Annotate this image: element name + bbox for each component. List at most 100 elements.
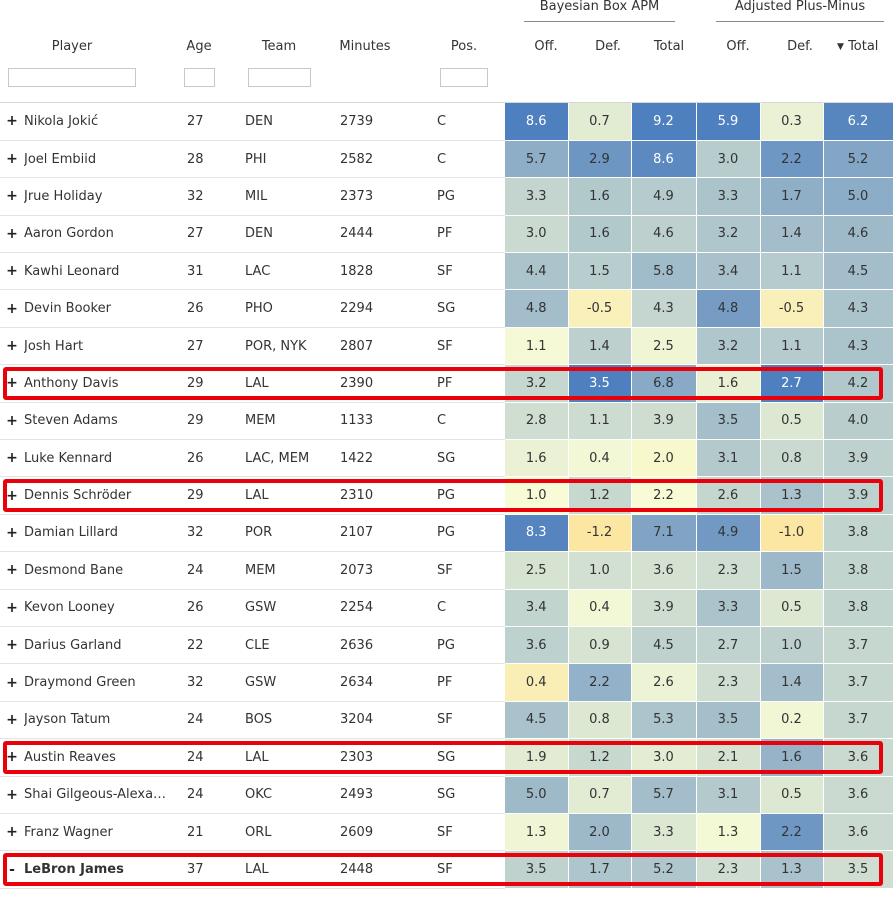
expand-toggle[interactable]: + bbox=[0, 177, 24, 216]
pos-cell: C bbox=[437, 103, 505, 141]
table-row[interactable]: + Jayson Tatum 24 BOS 3204 SF 4.5 0.8 5.3 3.5 0.2 3… bbox=[0, 701, 893, 740]
expand-toggle[interactable]: + bbox=[0, 701, 24, 740]
column-header-age[interactable]: Age bbox=[186, 39, 212, 54]
age-cell: 27 bbox=[181, 103, 244, 141]
expand-toggle[interactable]: + bbox=[0, 663, 24, 702]
apm-total-cell: 3.9 bbox=[823, 439, 893, 478]
age-cell: 29 bbox=[181, 476, 244, 515]
group-header-bayesian-box-apm: Bayesian Box APM bbox=[524, 0, 675, 22]
player-name[interactable]: Kawhi Leonard bbox=[24, 252, 181, 291]
expand-toggle[interactable]: + bbox=[0, 402, 24, 441]
table-row[interactable]: + Luke Kennard 26 LAC, MEM 1422 SG 1.6 0.4 2.0 3.… bbox=[0, 439, 893, 478]
column-header-apm-total[interactable]: ▼ Total bbox=[837, 39, 878, 56]
expand-toggle[interactable]: + bbox=[0, 776, 24, 814]
player-name[interactable]: Kevon Looney bbox=[24, 589, 181, 627]
apm-off-cell: 2.3 bbox=[696, 551, 761, 590]
bbox-off-cell: 8.6 bbox=[505, 103, 569, 141]
player-name[interactable]: Darius Garland bbox=[24, 626, 181, 665]
pos-cell: PG bbox=[437, 476, 505, 515]
bbox-total-cell: 4.9 bbox=[631, 177, 697, 216]
table-row[interactable]: + Kawhi Leonard 31 LAC 1828 SF 4.4 1.5 5.8 3.4 1.1… bbox=[0, 252, 893, 291]
table-row[interactable]: + Darius Garland 22 CLE 2636 PG 3.6 0.9 4.5 2.7 1.… bbox=[0, 626, 893, 665]
player-name[interactable]: Anthony Davis bbox=[24, 364, 181, 403]
expand-toggle[interactable]: + bbox=[0, 476, 24, 515]
table-row[interactable]: + Desmond Bane 24 MEM 2073 SF 2.5 1.0 3.6 2.3 1.5 3… bbox=[0, 551, 893, 590]
player-name[interactable]: Joel Embiid bbox=[24, 140, 181, 179]
player-name[interactable]: Nikola Jokić bbox=[24, 103, 181, 141]
expand-toggle[interactable]: + bbox=[0, 327, 24, 366]
bbox-def-cell: 0.7 bbox=[568, 776, 632, 814]
expand-toggle[interactable]: + bbox=[0, 252, 24, 291]
expand-toggle[interactable]: + bbox=[0, 514, 24, 553]
team-filter-input[interactable] bbox=[248, 68, 311, 87]
expand-toggle[interactable]: - bbox=[0, 850, 24, 889]
apm-total-cell: 3.7 bbox=[823, 663, 893, 702]
table-row[interactable]: + Franz Wagner 21 ORL 2609 SF 1.3 2.0 3.3 1.3 2.2 3… bbox=[0, 813, 893, 852]
table-row[interactable]: + Anthony Davis 29 LAL 2390 PF 3.2 3.5 6.8 1.6 2.7… bbox=[0, 364, 893, 403]
apm-total-cell: 3.7 bbox=[823, 626, 893, 665]
player-name[interactable]: Luke Kennard bbox=[24, 439, 181, 478]
expand-toggle[interactable]: + bbox=[0, 140, 24, 179]
column-header-label: Total bbox=[848, 39, 879, 54]
player-name[interactable]: Draymond Green bbox=[24, 663, 181, 702]
apm-total-cell: 3.6 bbox=[823, 813, 893, 852]
table-row[interactable]: - LeBron James 37 LAL 2448 SF 3.5 1.7 5.2 2.3 1.3 3… bbox=[0, 850, 893, 889]
column-header-bbox-total[interactable]: Total bbox=[653, 39, 685, 54]
age-filter-input[interactable] bbox=[184, 68, 215, 87]
player-name[interactable]: Shai Gilgeous-Alexa… bbox=[24, 776, 181, 814]
expand-toggle[interactable]: + bbox=[0, 215, 24, 254]
table-row[interactable]: + Josh Hart 27 POR, NYK 2807 SF 1.1 1.4 2.5 3.2 1.… bbox=[0, 327, 893, 366]
player-name[interactable]: Jrue Holiday bbox=[24, 177, 181, 216]
player-name[interactable]: Franz Wagner bbox=[24, 813, 181, 852]
age-cell: 27 bbox=[181, 215, 244, 254]
player-name[interactable]: LeBron James bbox=[24, 850, 181, 889]
player-name[interactable]: Dennis Schröder bbox=[24, 476, 181, 515]
minutes-cell: 2493 bbox=[340, 776, 437, 814]
player-name[interactable]: Devin Booker bbox=[24, 289, 181, 328]
player-name[interactable]: Steven Adams bbox=[24, 402, 181, 441]
expand-toggle[interactable]: + bbox=[0, 589, 24, 627]
expand-toggle[interactable]: + bbox=[0, 103, 24, 141]
expand-toggle[interactable]: + bbox=[0, 813, 24, 852]
player-name[interactable]: Damian Lillard bbox=[24, 514, 181, 553]
pos-filter-input[interactable] bbox=[440, 68, 488, 87]
column-header-apm-off[interactable]: Off. bbox=[726, 39, 750, 54]
table-row[interactable]: + Joel Embiid 28 PHI 2582 C 5.7 2.9 8.6 3.0 2.2 5.2 bbox=[0, 140, 893, 179]
expand-toggle[interactable]: + bbox=[0, 439, 24, 478]
player-name[interactable]: Austin Reaves bbox=[24, 738, 181, 777]
expand-toggle[interactable]: + bbox=[0, 738, 24, 777]
player-name[interactable]: Desmond Bane bbox=[24, 551, 181, 590]
table-row[interactable]: + Damian Lillard 32 POR 2107 PG 8.3 -1.2 7.1 4.9-… bbox=[0, 514, 893, 553]
player-name[interactable]: Jayson Tatum bbox=[24, 701, 181, 740]
expand-toggle[interactable]: + bbox=[0, 289, 24, 328]
table-row[interactable]: + Shai Gilgeous-Alexa… 24 OKC 2493 SG 5.0 0.7 5.… bbox=[0, 776, 893, 814]
expand-toggle[interactable]: + bbox=[0, 551, 24, 590]
apm-def-cell: 1.3 bbox=[760, 476, 824, 515]
table-row[interactable]: + Kevon Looney 26 GSW 2254 C 3.4 0.4 3.9 3.3 0.5 3.… bbox=[0, 589, 893, 627]
apm-off-cell: 1.6 bbox=[696, 364, 761, 403]
table-row[interactable]: + Nikola Jokić 27 DEN 2739 C 8.6 0.7 9.2 5.9 0.3 6.… bbox=[0, 103, 893, 141]
expand-toggle[interactable]: + bbox=[0, 364, 24, 403]
column-header-team[interactable]: Team bbox=[261, 39, 297, 54]
column-header-minutes[interactable]: Minutes bbox=[339, 39, 391, 54]
table-row[interactable]: + Aaron Gordon 27 DEN 2444 PF 3.0 1.6 4.6 3.2 1.4 4… bbox=[0, 215, 893, 254]
pos-cell: C bbox=[437, 589, 505, 627]
column-header-pos[interactable]: Pos. bbox=[450, 39, 478, 54]
column-header-apm-def[interactable]: Def. bbox=[787, 39, 813, 54]
table-row[interactable]: + Draymond Green 32 GSW 2634 PF 0.4 2.2 2.6 2.3 1.… bbox=[0, 663, 893, 702]
column-header-player[interactable]: Player bbox=[51, 39, 93, 54]
apm-def-cell: 1.1 bbox=[760, 327, 824, 366]
table-row[interactable]: + Jrue Holiday 32 MIL 2373 PG 3.3 1.6 4.9 3.3 1.7 5… bbox=[0, 177, 893, 216]
table-row[interactable]: + Steven Adams 29 MEM 1133 C 2.8 1.1 3.9 3.5 0.5 4.… bbox=[0, 402, 893, 441]
table-row[interactable]: + Austin Reaves 24 LAL 2303 SG 1.9 1.2 3.0 2.1 1.6… bbox=[0, 738, 893, 777]
column-header-bbox-off[interactable]: Off. bbox=[534, 39, 558, 54]
table-row[interactable]: + Dennis Schröder 29 LAL 2310 PG 1.0 1.2 2.2 2.6 1… bbox=[0, 476, 893, 515]
expand-toggle[interactable]: + bbox=[0, 626, 24, 665]
player-name[interactable]: Aaron Gordon bbox=[24, 215, 181, 254]
pos-cell: PF bbox=[437, 364, 505, 403]
age-cell: 26 bbox=[181, 289, 244, 328]
table-row[interactable]: + Devin Booker 26 PHO 2294 SG 4.8 -0.5 4.3 4.8 -0.… bbox=[0, 289, 893, 328]
player-name[interactable]: Josh Hart bbox=[24, 327, 181, 366]
player-filter-input[interactable] bbox=[8, 68, 136, 87]
column-header-bbox-def[interactable]: Def. bbox=[595, 39, 621, 54]
